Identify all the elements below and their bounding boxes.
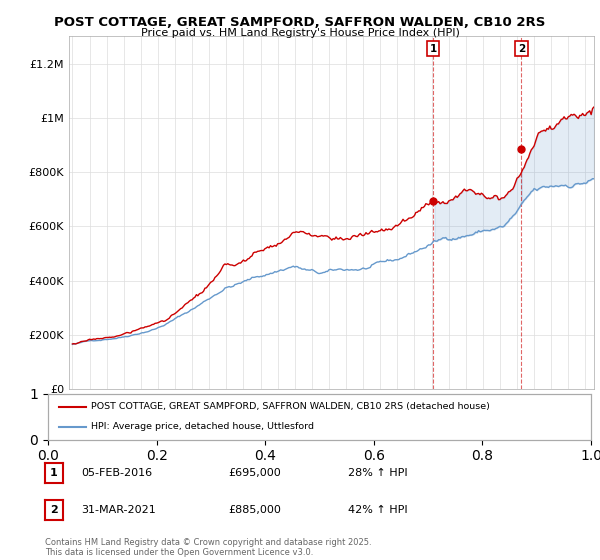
Text: HPI: Average price, detached house, Uttlesford: HPI: Average price, detached house, Uttl…	[91, 422, 314, 431]
Text: POST COTTAGE, GREAT SAMPFORD, SAFFRON WALDEN, CB10 2RS: POST COTTAGE, GREAT SAMPFORD, SAFFRON WA…	[55, 16, 545, 29]
Text: 2: 2	[518, 44, 525, 54]
Text: 1: 1	[430, 44, 437, 54]
Text: 28% ↑ HPI: 28% ↑ HPI	[348, 468, 407, 478]
Text: 2: 2	[50, 505, 58, 515]
Text: Contains HM Land Registry data © Crown copyright and database right 2025.
This d: Contains HM Land Registry data © Crown c…	[45, 538, 371, 557]
Text: POST COTTAGE, GREAT SAMPFORD, SAFFRON WALDEN, CB10 2RS (detached house): POST COTTAGE, GREAT SAMPFORD, SAFFRON WA…	[91, 402, 490, 411]
Text: £885,000: £885,000	[228, 505, 281, 515]
Text: 1: 1	[50, 468, 58, 478]
Text: 42% ↑ HPI: 42% ↑ HPI	[348, 505, 407, 515]
Text: 31-MAR-2021: 31-MAR-2021	[81, 505, 156, 515]
Text: 05-FEB-2016: 05-FEB-2016	[81, 468, 152, 478]
Text: Price paid vs. HM Land Registry's House Price Index (HPI): Price paid vs. HM Land Registry's House …	[140, 28, 460, 38]
Text: £695,000: £695,000	[228, 468, 281, 478]
